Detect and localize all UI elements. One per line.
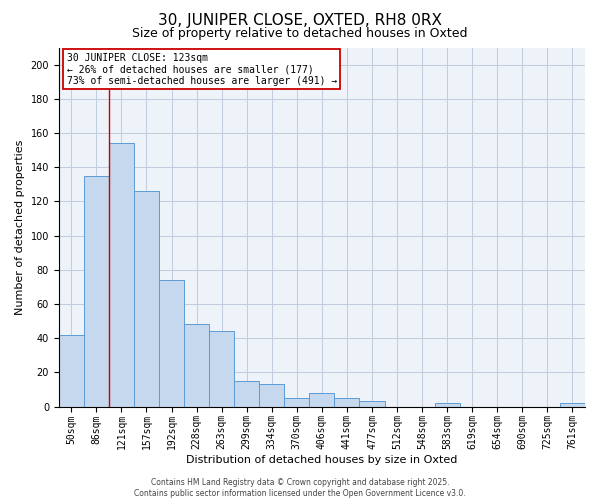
Bar	[334, 398, 359, 406]
Bar	[359, 402, 385, 406]
Bar	[560, 403, 585, 406]
Bar	[109, 143, 134, 406]
Y-axis label: Number of detached properties: Number of detached properties	[15, 140, 25, 314]
Bar	[284, 398, 310, 406]
Bar	[134, 191, 159, 406]
Text: 30, JUNIPER CLOSE, OXTED, RH8 0RX: 30, JUNIPER CLOSE, OXTED, RH8 0RX	[158, 12, 442, 28]
Text: 30 JUNIPER CLOSE: 123sqm
← 26% of detached houses are smaller (177)
73% of semi-: 30 JUNIPER CLOSE: 123sqm ← 26% of detach…	[67, 53, 337, 86]
Bar	[59, 334, 84, 406]
X-axis label: Distribution of detached houses by size in Oxted: Distribution of detached houses by size …	[186, 455, 458, 465]
Bar	[159, 280, 184, 406]
Text: Size of property relative to detached houses in Oxted: Size of property relative to detached ho…	[132, 28, 468, 40]
Bar	[310, 393, 334, 406]
Bar	[84, 176, 109, 406]
Bar	[434, 403, 460, 406]
Bar	[209, 332, 234, 406]
Bar	[234, 381, 259, 406]
Bar	[259, 384, 284, 406]
Text: Contains HM Land Registry data © Crown copyright and database right 2025.
Contai: Contains HM Land Registry data © Crown c…	[134, 478, 466, 498]
Bar	[184, 324, 209, 406]
